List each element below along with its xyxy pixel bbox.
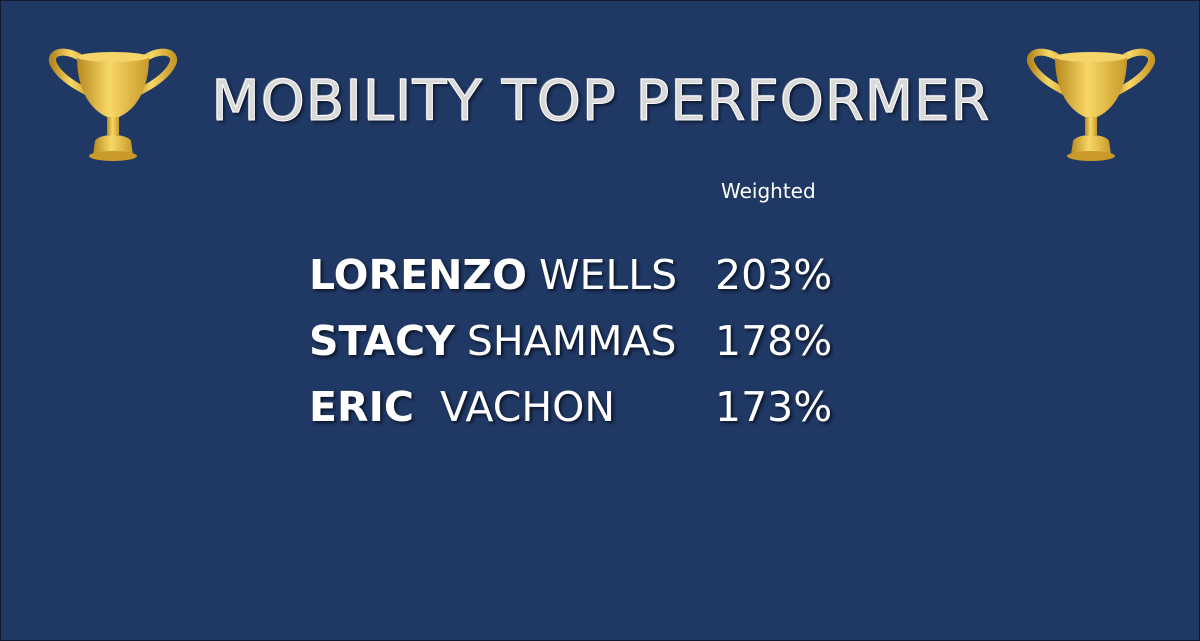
first-name: STACY: [309, 317, 455, 365]
last-name: VACHON: [439, 383, 616, 431]
column-header: Weighted: [721, 179, 816, 203]
trophy-icon: [1025, 43, 1157, 165]
performer-row: STACY SHAMMAS 178%: [309, 317, 849, 373]
score: 173%: [715, 383, 833, 431]
score: 178%: [715, 317, 833, 365]
title: MOBILITY TOP PERFORMER: [211, 69, 991, 135]
first-name: ERIC: [309, 383, 414, 431]
last-name: SHAMMAS: [466, 317, 677, 365]
last-name: WELLS: [539, 251, 678, 299]
trophy-icon: [47, 43, 179, 165]
first-name: LORENZO: [309, 251, 527, 299]
score: 203%: [715, 251, 833, 299]
performer-row: ERIC VACHON 173%: [309, 383, 849, 439]
performer-row: LORENZO WELLS 203%: [309, 251, 849, 307]
